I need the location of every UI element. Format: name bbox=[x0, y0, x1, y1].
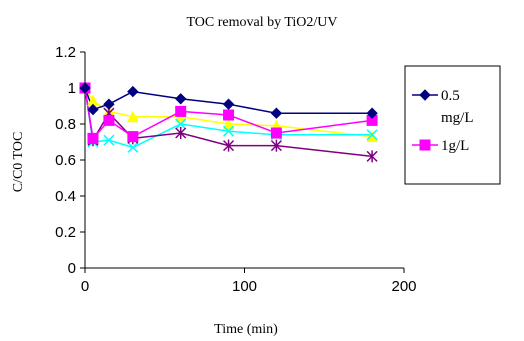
data-point-square bbox=[103, 114, 115, 126]
x-tick-label: 0 bbox=[81, 278, 89, 295]
data-point-diamond bbox=[366, 107, 378, 119]
legend: 0.5 mg/L 1g/L bbox=[404, 65, 501, 185]
legend-marker-square bbox=[419, 139, 431, 151]
chart-title: TOC removal by TiO2/UV bbox=[186, 15, 337, 30]
y-tick-label: 1 bbox=[68, 80, 76, 97]
data-point-square bbox=[270, 127, 282, 139]
series-markers bbox=[79, 81, 378, 163]
data-point-triangle bbox=[127, 110, 139, 123]
y-tick-label: 0.8 bbox=[55, 116, 76, 133]
x-tick-label: 100 bbox=[232, 278, 257, 295]
data-point-diamond bbox=[270, 107, 283, 119]
data-point-star bbox=[223, 139, 235, 152]
data-point-x bbox=[103, 134, 115, 146]
data-point-x bbox=[127, 141, 139, 153]
legend-label-line2: mg/L bbox=[441, 110, 474, 126]
legend-marker-diamond bbox=[419, 89, 431, 101]
data-point-square bbox=[127, 131, 139, 143]
data-point-diamond bbox=[127, 85, 139, 98]
y-tick-label: 0 bbox=[68, 260, 76, 277]
data-point-triangle bbox=[222, 117, 235, 130]
data-point-star bbox=[175, 127, 187, 139]
y-tick-label: 0.2 bbox=[55, 224, 76, 241]
data-point-x bbox=[175, 118, 187, 130]
data-point-square bbox=[223, 109, 235, 121]
data-point-x bbox=[223, 125, 235, 137]
data-point-diamond bbox=[79, 82, 91, 94]
data-point-diamond bbox=[87, 103, 99, 116]
y-tick-label: 1.2 bbox=[55, 44, 76, 61]
axis-ticks: 0 0.2 0.4 0.6 0.8 1 1.2 0 100 200 bbox=[55, 44, 416, 295]
legend-label: 0.5 bbox=[441, 88, 460, 104]
data-point-star bbox=[366, 150, 378, 163]
y-tick-label: 0.6 bbox=[55, 152, 76, 169]
data-point-diamond bbox=[174, 93, 187, 105]
data-point-star bbox=[270, 139, 282, 152]
y-axis-label: C/C0 TOC bbox=[11, 132, 26, 193]
legend-label: 1g/L bbox=[441, 138, 469, 154]
legend-box bbox=[404, 65, 501, 185]
data-point-square bbox=[87, 132, 99, 144]
x-tick-label: 200 bbox=[391, 278, 416, 295]
y-tick-label: 0.4 bbox=[55, 188, 76, 205]
data-point-diamond bbox=[103, 98, 115, 110]
data-point-diamond bbox=[222, 98, 235, 110]
data-point-x bbox=[366, 129, 378, 141]
axes bbox=[84, 52, 404, 269]
data-point-square bbox=[175, 105, 187, 117]
x-axis-label: Time (min) bbox=[214, 322, 278, 337]
